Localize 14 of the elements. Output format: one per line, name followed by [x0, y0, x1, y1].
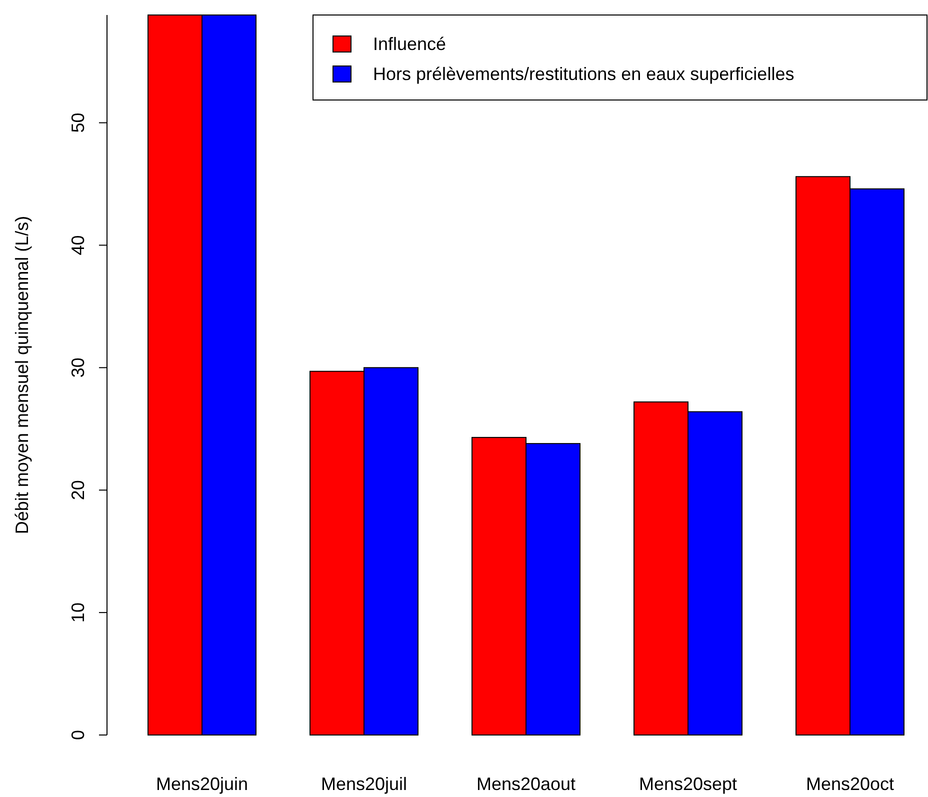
y-tick-label: 30: [68, 358, 88, 378]
x-tick-label: Mens20juin: [156, 774, 248, 794]
x-tick-label: Mens20aout: [476, 774, 576, 794]
y-axis-title: Débit moyen mensuel quinquennal (L/s): [12, 216, 32, 534]
x-tick-label: Mens20juil: [320, 774, 408, 794]
x-tick-label: Mens20oct: [806, 774, 894, 794]
x-tick-label: Mens20sept: [638, 774, 738, 794]
y-tick-label: 0: [68, 730, 88, 740]
y-tick-label: 40: [68, 235, 88, 256]
y-tick-label: 20: [68, 480, 88, 500]
y-tick-label: 10: [68, 602, 88, 623]
y-tick-label: 50: [68, 112, 88, 133]
legend-label: Hors prélèvements/restitutions en eaux superficielles: [373, 64, 794, 84]
legend-label: Influencé: [373, 34, 446, 54]
